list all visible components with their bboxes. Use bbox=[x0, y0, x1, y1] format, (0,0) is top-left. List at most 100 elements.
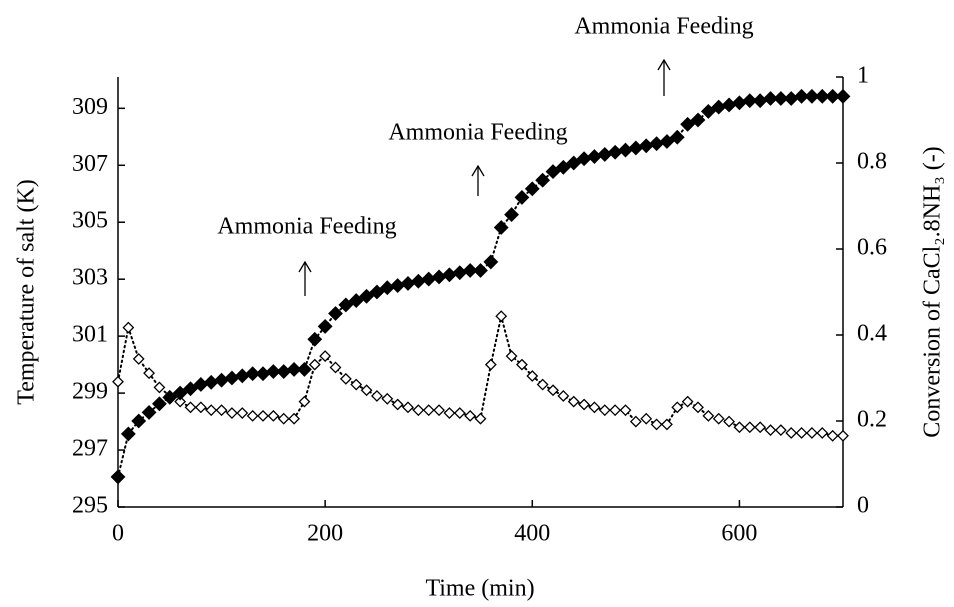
y-axis-label: Temperature of salt (K) bbox=[14, 179, 40, 405]
filled-diamond bbox=[255, 366, 271, 382]
open-diamond bbox=[474, 412, 487, 425]
x-tick-label: 600 bbox=[721, 521, 757, 547]
filled-diamond bbox=[783, 91, 799, 106]
y-tick-label: 309 bbox=[72, 94, 108, 120]
open-diamond bbox=[774, 424, 787, 437]
filled-diamond bbox=[141, 404, 157, 420]
open-diamond bbox=[806, 427, 818, 439]
filled-diamond bbox=[338, 297, 354, 313]
annotation-arrowhead bbox=[471, 164, 485, 177]
open-diamond bbox=[453, 407, 466, 419]
filled-diamond bbox=[152, 396, 167, 412]
filled-diamond bbox=[628, 140, 644, 156]
y-tick-label: 303 bbox=[72, 265, 108, 291]
open-diamond bbox=[433, 404, 445, 417]
open-diamond bbox=[547, 384, 559, 397]
x-axis-label: Time (min) bbox=[425, 576, 534, 602]
open-diamond bbox=[184, 401, 197, 414]
open-diamond bbox=[371, 390, 383, 402]
y-tick-label: 307 bbox=[72, 151, 108, 177]
open-diamond bbox=[567, 395, 580, 408]
open-diamond bbox=[723, 415, 735, 428]
y2-tick-label: 0.4 bbox=[857, 321, 887, 347]
filled-diamond bbox=[410, 273, 426, 289]
open-diamond bbox=[536, 378, 549, 391]
filled-diamond bbox=[234, 368, 250, 384]
open-diamond bbox=[516, 358, 528, 371]
y2-tick-label: 0 bbox=[857, 493, 869, 519]
filled-diamond bbox=[638, 138, 654, 154]
open-diamond bbox=[650, 418, 663, 431]
filled-diamond bbox=[690, 112, 706, 128]
y-tick-label: 301 bbox=[72, 322, 108, 348]
annotation: Ammonia Feeding bbox=[574, 14, 753, 40]
filled-diamond bbox=[752, 93, 768, 109]
open-diamond bbox=[629, 415, 642, 428]
annotation: Ammonia Feeding bbox=[217, 214, 396, 240]
filled-diamond bbox=[286, 361, 302, 377]
open-diamond bbox=[267, 409, 280, 422]
open-diamond bbox=[215, 404, 228, 417]
filled-diamond bbox=[659, 134, 675, 149]
open-diamond bbox=[743, 421, 756, 434]
filled-diamond bbox=[814, 88, 830, 104]
filled-diamond bbox=[835, 88, 851, 104]
filled-diamond bbox=[514, 189, 530, 205]
filled-diamond bbox=[804, 88, 820, 104]
filled-diamond bbox=[203, 374, 219, 390]
open-diamond bbox=[339, 372, 352, 385]
filled-diamond bbox=[763, 91, 778, 106]
filled-diamond bbox=[328, 306, 343, 321]
filled-diamond bbox=[825, 88, 841, 104]
open-diamond bbox=[526, 370, 539, 382]
open-diamond bbox=[795, 427, 808, 439]
open-diamond bbox=[350, 378, 363, 391]
filled-diamond bbox=[493, 220, 509, 235]
open-diamond bbox=[826, 429, 839, 442]
y2-tick-label: 1 bbox=[857, 63, 869, 89]
annotation: Ammonia Feeding bbox=[388, 120, 567, 146]
y2-tick-label: 0.8 bbox=[857, 149, 887, 175]
filled-diamond bbox=[566, 155, 582, 171]
open-diamond bbox=[112, 375, 124, 388]
open-diamond bbox=[402, 401, 414, 414]
filled-diamond bbox=[742, 93, 758, 109]
open-diamond bbox=[298, 395, 311, 408]
filled-diamond bbox=[172, 385, 188, 401]
filled-diamond bbox=[732, 95, 747, 111]
open-diamond bbox=[837, 429, 849, 442]
open-diamond bbox=[557, 390, 570, 402]
annotation-arrowhead bbox=[298, 260, 312, 273]
y-tick-label: 297 bbox=[72, 436, 108, 462]
y-tick-label: 295 bbox=[72, 493, 108, 519]
filled-diamond bbox=[359, 288, 374, 304]
filled-diamond bbox=[110, 469, 126, 485]
open-diamond bbox=[609, 404, 622, 417]
open-diamond bbox=[391, 398, 404, 411]
y-tick-label: 305 bbox=[72, 208, 108, 234]
open-diamond bbox=[132, 353, 145, 365]
filled-diamond bbox=[162, 389, 178, 405]
filled-diamond bbox=[473, 263, 488, 278]
open-diamond bbox=[692, 401, 704, 414]
x-tick-label: 200 bbox=[307, 521, 343, 547]
filled-diamond bbox=[421, 271, 437, 287]
filled-diamond bbox=[390, 278, 406, 293]
open-diamond bbox=[681, 395, 694, 408]
open-diamond bbox=[619, 404, 632, 417]
open-diamond bbox=[588, 401, 601, 414]
filled-diamond bbox=[442, 267, 457, 283]
filled-diamond bbox=[317, 318, 333, 334]
open-diamond bbox=[329, 361, 342, 374]
open-diamond bbox=[308, 358, 321, 371]
y2-tick-label: 0.6 bbox=[857, 235, 887, 261]
filled-diamond bbox=[276, 364, 292, 379]
open-diamond bbox=[464, 409, 477, 422]
x-tick-label: 400 bbox=[514, 521, 550, 547]
filled-diamond bbox=[680, 116, 696, 132]
filled-diamond bbox=[524, 181, 540, 197]
open-diamond bbox=[381, 392, 394, 405]
open-diamond bbox=[319, 350, 332, 362]
open-diamond bbox=[122, 321, 135, 334]
